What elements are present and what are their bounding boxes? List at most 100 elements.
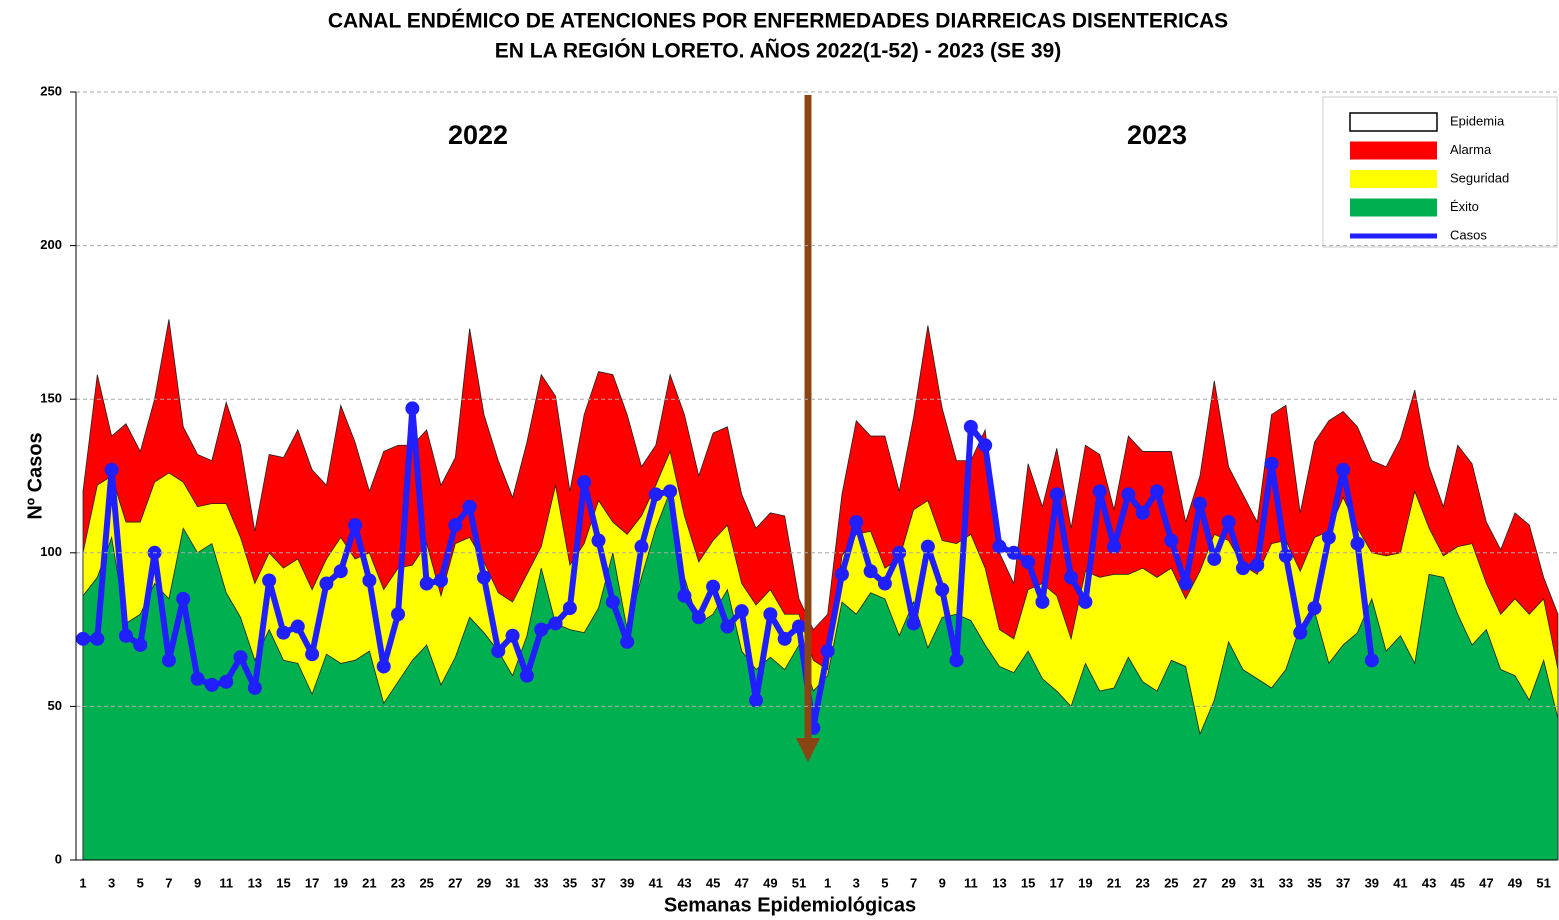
- x-tick-label: 27: [1193, 875, 1207, 890]
- marker: [1078, 594, 1093, 609]
- x-tick-label: 41: [649, 875, 663, 890]
- x-tick-label: 15: [1021, 875, 1035, 890]
- marker: [1293, 625, 1308, 640]
- x-tick-label: 51: [1536, 875, 1550, 890]
- plot-area: [76, 319, 1559, 861]
- x-tick-label: 25: [1164, 875, 1178, 890]
- x-tick-label: 21: [362, 875, 376, 890]
- marker: [176, 591, 191, 606]
- marker: [620, 634, 635, 649]
- marker: [133, 637, 148, 652]
- marker: [677, 588, 692, 603]
- marker: [920, 539, 935, 554]
- marker: [720, 619, 735, 634]
- marker: [204, 677, 219, 692]
- x-tick-label: 9: [939, 875, 946, 890]
- marker: [706, 579, 721, 594]
- marker: [1178, 576, 1193, 591]
- marker: [333, 564, 348, 579]
- marker: [1207, 551, 1222, 566]
- y-tick-label: 50: [48, 698, 62, 713]
- x-axis-title: Semanas Epidemiológicas: [664, 894, 916, 916]
- x-tick-label: 7: [165, 875, 172, 890]
- marker: [949, 653, 964, 668]
- x-tick-label: 47: [1479, 875, 1493, 890]
- legend-label: Casos: [1450, 227, 1487, 242]
- marker: [877, 576, 892, 591]
- marker: [104, 462, 119, 477]
- marker: [605, 594, 620, 609]
- marker: [305, 647, 320, 662]
- x-tick-label: 19: [334, 875, 348, 890]
- marker: [190, 671, 205, 686]
- x-tick-label: 29: [477, 875, 491, 890]
- x-tick-label: 25: [419, 875, 433, 890]
- marker: [534, 622, 549, 637]
- legend-label: Alarma: [1450, 142, 1492, 157]
- arrow: [796, 95, 820, 762]
- marker: [1264, 456, 1279, 471]
- x-tick-label: 15: [276, 875, 290, 890]
- marker: [276, 625, 291, 640]
- y-tick-label: 0: [55, 851, 62, 866]
- marker: [1235, 561, 1250, 576]
- marker: [763, 607, 778, 622]
- marker: [505, 628, 520, 643]
- y-tick-label: 150: [40, 391, 62, 406]
- legend-swatch: [1349, 112, 1438, 132]
- x-tick-label: 41: [1393, 875, 1407, 890]
- marker: [434, 573, 448, 588]
- marker: [362, 573, 377, 588]
- x-tick-label: 3: [108, 875, 115, 890]
- chart-title: CANAL ENDÉMICO DE ATENCIONES POR ENFERME…: [328, 10, 1228, 33]
- marker: [448, 518, 463, 533]
- marker: [1121, 487, 1136, 502]
- marker: [577, 475, 592, 490]
- x-tick-label: 43: [677, 875, 691, 890]
- marker: [548, 616, 563, 631]
- x-tick-label: 1: [79, 875, 86, 890]
- marker: [262, 573, 277, 588]
- x-tick-label: 7: [910, 875, 917, 890]
- x-tick-label: 5: [881, 875, 888, 890]
- marker: [734, 604, 749, 619]
- x-tick-label: 35: [563, 875, 577, 890]
- marker: [1049, 487, 1064, 502]
- marker: [476, 570, 491, 585]
- marker: [1307, 601, 1322, 616]
- marker: [1164, 533, 1179, 548]
- marker: [491, 644, 506, 659]
- marker: [118, 628, 133, 643]
- x-tick-label: 33: [1279, 875, 1293, 890]
- marker: [1250, 558, 1265, 573]
- marker: [1336, 462, 1351, 477]
- marker: [992, 539, 1007, 554]
- marker: [562, 601, 577, 616]
- x-tick-label: 9: [194, 875, 201, 890]
- x-tick-label: 19: [1078, 875, 1092, 890]
- marker: [1350, 536, 1365, 551]
- x-tick-label: 39: [1365, 875, 1379, 890]
- marker: [348, 518, 363, 533]
- marker: [963, 419, 978, 434]
- marker: [834, 567, 849, 582]
- marker: [663, 484, 678, 499]
- marker: [892, 545, 907, 560]
- x-tick-label: 23: [391, 875, 405, 890]
- y-tick-label: 200: [40, 237, 62, 252]
- marker: [419, 576, 434, 591]
- marker: [935, 582, 950, 597]
- marker: [1321, 530, 1336, 545]
- x-tick-label: 33: [534, 875, 548, 890]
- legend-label: Éxito: [1450, 199, 1479, 214]
- marker: [648, 487, 663, 502]
- annotation: 2023: [1127, 120, 1187, 150]
- marker: [290, 619, 305, 634]
- x-tick-label: 3: [853, 875, 860, 890]
- marker: [1278, 548, 1293, 563]
- marker: [405, 401, 420, 416]
- x-tick-label: 49: [763, 875, 777, 890]
- y-axis-title: Nº Casos: [24, 432, 46, 519]
- marker: [1107, 539, 1122, 554]
